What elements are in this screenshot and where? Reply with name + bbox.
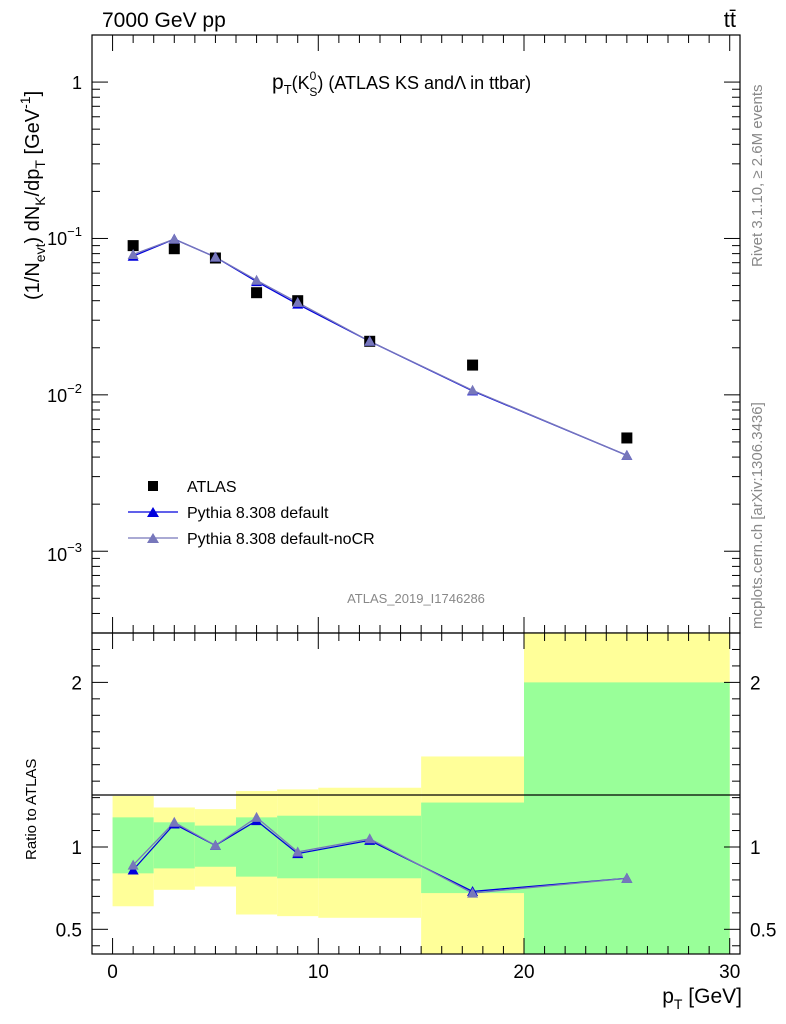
marker-series-2: [168, 233, 180, 244]
legend-label-nocr: Pythia 8.308 default-noCR: [187, 531, 375, 548]
legend: ATLAS Pythia 8.308 default Pythia 8.308 …: [128, 479, 375, 548]
ratio-panel: 0.5 0.51 12 20 10 20 30 Ratio to ATLAS pT [GeV…: [23, 632, 776, 1012]
marker-series-2: [251, 274, 263, 285]
ratio-bands: [112, 633, 730, 954]
ratio-ytick-label-right: 0.5: [750, 920, 776, 941]
marker-series-2: [621, 449, 633, 460]
legend-marker-nocr: [147, 533, 159, 543]
ratio-marker-1: [467, 887, 479, 898]
ratio-line-1: [132, 816, 627, 894]
band-inner-3: [236, 817, 278, 877]
ratio-line-0: [132, 819, 627, 893]
ratio-ytick-label-right: 1: [750, 838, 761, 859]
rivet-label: Rivet 3.1.10, ≥ 2.6M events: [749, 85, 766, 268]
legend-label-default: Pythia 8.308 default: [187, 505, 329, 522]
mcplots-label: mcplots.cern.ch [arXiv:1306.3436]: [749, 402, 766, 629]
data-point-atlas: [251, 287, 263, 299]
analysis-id: ATLAS_2019_I1746286: [347, 591, 485, 606]
data-point-atlas: [168, 243, 180, 255]
ytick-label-0.001: 10−3: [47, 540, 82, 565]
ytick-label-1: 1: [72, 73, 82, 93]
ratio-ytick-label: 1: [71, 838, 82, 859]
ytick-label-0.01: 10−2: [47, 381, 82, 406]
legend-marker-default: [147, 507, 159, 517]
xtick-label: 20: [513, 962, 534, 983]
band-inner-6: [421, 802, 524, 894]
main-ylabel: (1/Nevt) dNK/dpT [GeV-1]: [17, 91, 48, 300]
header-right: tt̄: [724, 7, 736, 32]
ratio-plot-area: [127, 811, 633, 898]
ratio-marker-1: [127, 859, 139, 870]
ratio-marker-1: [168, 816, 180, 827]
series-line-2: [132, 238, 628, 456]
ratio-panel-frame: [91, 632, 741, 955]
xaxis-label: pT [GeV]: [662, 985, 742, 1012]
series-line-1: [132, 238, 628, 456]
xtick-label: 10: [308, 962, 329, 983]
data-point-atlas: [127, 240, 139, 252]
ratio-ytick-label-right: 2: [750, 673, 761, 694]
xtick-label: 0: [107, 962, 118, 983]
ratio-ytick-label: 2: [71, 673, 82, 694]
data-point-atlas: [621, 432, 633, 444]
ratio-ytick-label: 0.5: [56, 920, 82, 941]
main-panel: pT(K0 S) (ATLAS KS andΛ in ttbar) (1/Nevt…: [17, 34, 741, 634]
marker-series-2: [364, 335, 376, 346]
legend-marker-atlas: [148, 481, 158, 491]
main-title: pT(K0 S) (ATLAS KS andΛ in ttbar): [272, 69, 531, 99]
xtick-label: 30: [719, 962, 740, 983]
band-inner-7: [524, 682, 730, 954]
ytick-label-0.1: 10−1: [47, 224, 82, 249]
marker-series-2: [209, 251, 221, 262]
marker-series-2: [127, 248, 139, 259]
main-axis-ticks: [92, 34, 740, 634]
band-inner-1: [153, 822, 195, 869]
ratio-marker-1: [251, 811, 263, 822]
main-plot-area: [127, 233, 633, 460]
ratio-marker-1: [292, 846, 304, 857]
ratio-axis-ticks: 0.5 0.51 12 20 10 20 30: [56, 633, 776, 983]
marker-series-2: [467, 384, 479, 395]
marker-series-2: [292, 296, 304, 307]
ratio-marker-1: [621, 872, 633, 883]
ratio-marker-1: [364, 833, 376, 844]
data-point-atlas: [467, 359, 479, 371]
header-left: 7000 GeV pp: [102, 9, 226, 32]
ratio-marker-1: [209, 839, 221, 850]
legend-label-atlas: ATLAS: [187, 479, 237, 496]
ratio-ylabel: Ratio to ATLAS: [23, 759, 40, 860]
